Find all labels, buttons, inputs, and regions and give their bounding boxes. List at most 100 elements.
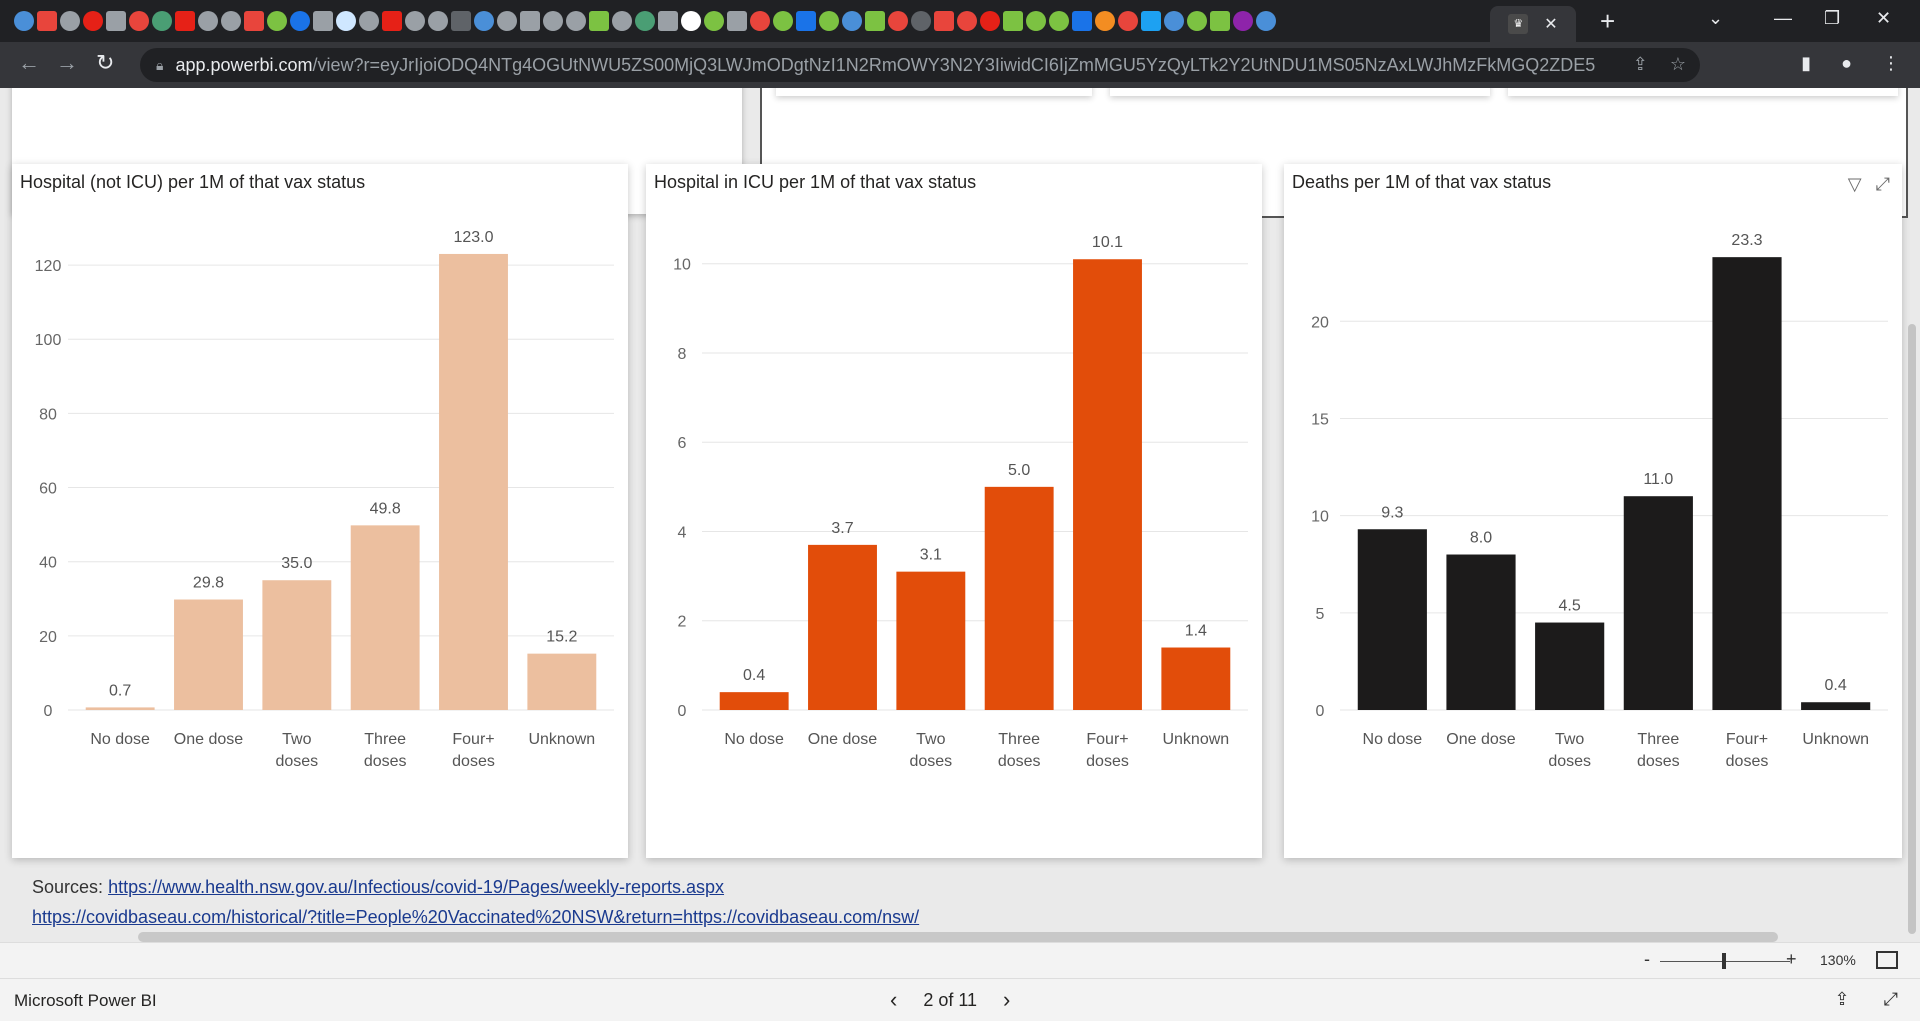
- tab-favicon-icon[interactable]: [980, 11, 1000, 31]
- lock-icon[interactable]: 🔒︎: [156, 56, 164, 73]
- tab-favicon-icon[interactable]: [612, 11, 632, 31]
- tab-favicon-icon[interactable]: [911, 11, 931, 31]
- bar[interactable]: [984, 486, 1054, 710]
- tab-favicon-icon[interactable]: [1095, 11, 1115, 31]
- bar[interactable]: [1073, 259, 1142, 710]
- bar[interactable]: [85, 707, 155, 710]
- fullscreen-icon[interactable]: ⤢: [1883, 989, 1898, 1009]
- tab-favicon-icon[interactable]: [359, 11, 379, 31]
- url-text[interactable]: app.powerbi.com/view?r=eyJrIjoiODQ4NTg4O…: [175, 54, 1596, 75]
- tab-favicon-icon[interactable]: [1256, 11, 1276, 31]
- zoom-in-button[interactable]: +: [1786, 949, 1797, 969]
- tab-favicon-icon[interactable]: [681, 11, 701, 31]
- tab-favicon-icon[interactable]: [129, 11, 149, 31]
- tab-favicon-icon[interactable]: [888, 11, 908, 31]
- forward-arrow-icon[interactable]: →: [56, 50, 78, 75]
- tab-favicon-icon[interactable]: [865, 11, 885, 31]
- fit-to-page-icon[interactable]: [1876, 951, 1898, 969]
- tab-favicon-icon[interactable]: [451, 11, 471, 31]
- tab-favicon-icon[interactable]: [336, 11, 356, 31]
- source-link-covidbaseau[interactable]: https://covidbaseau.com/historical/?titl…: [32, 907, 920, 927]
- bar[interactable]: [1535, 622, 1605, 710]
- tab-favicon-icon[interactable]: [1118, 11, 1138, 31]
- tab-favicon-icon[interactable]: [221, 11, 241, 31]
- close-tab-icon[interactable]: ✕: [1544, 16, 1558, 33]
- bookmark-star-icon[interactable]: ☆: [1669, 54, 1686, 74]
- menu-kebab-icon[interactable]: ⋮: [1882, 53, 1900, 73]
- tab-favicon-icon[interactable]: [382, 11, 402, 31]
- tab-favicon-icon[interactable]: [520, 11, 540, 31]
- bar[interactable]: [174, 599, 243, 710]
- zoom-out-button[interactable]: -: [1644, 949, 1650, 969]
- bar[interactable]: [808, 544, 877, 710]
- horizontal-scrollbar[interactable]: [138, 932, 1778, 942]
- bar[interactable]: [1357, 529, 1427, 710]
- hospital-icu-chart[interactable]: Hospital in ICU per 1M of that vax statu…: [646, 164, 1262, 858]
- tab-favicon-icon[interactable]: [589, 11, 609, 31]
- vertical-scrollbar[interactable]: [1908, 324, 1916, 934]
- tab-favicon-icon[interactable]: [819, 11, 839, 31]
- bar[interactable]: [439, 253, 508, 710]
- bar[interactable]: [1801, 702, 1871, 710]
- bar[interactable]: [527, 653, 597, 710]
- tab-favicon-icon[interactable]: [497, 11, 517, 31]
- tab-favicon-icon[interactable]: [244, 11, 264, 31]
- tab-favicon-icon[interactable]: [1003, 11, 1023, 31]
- reload-icon[interactable]: ↻: [96, 50, 115, 75]
- tab-search-icon[interactable]: ⌄: [1708, 8, 1724, 28]
- tab-favicon-icon[interactable]: [957, 11, 977, 31]
- bar[interactable]: [1623, 496, 1693, 710]
- tab-favicon-icon[interactable]: [60, 11, 80, 31]
- tab-favicon-icon[interactable]: [842, 11, 862, 31]
- tab-favicon-icon[interactable]: [727, 11, 747, 31]
- focus-mode-icon[interactable]: ⤢: [1875, 174, 1890, 194]
- tab-favicon-icon[interactable]: [37, 11, 57, 31]
- close-window-icon[interactable]: ✕: [1876, 8, 1892, 28]
- minimize-icon[interactable]: —: [1774, 8, 1792, 28]
- filter-icon[interactable]: ▽: [1847, 174, 1862, 194]
- hospital-not-icu-chart[interactable]: Hospital (not ICU) per 1M of that vax st…: [12, 164, 628, 858]
- next-page-icon[interactable]: ›: [1003, 987, 1011, 1012]
- tab-favicon-icon[interactable]: [1187, 11, 1207, 31]
- previous-page-icon[interactable]: ‹: [890, 987, 898, 1012]
- tab-favicon-icon[interactable]: [658, 11, 678, 31]
- tab-favicon-icon[interactable]: [83, 11, 103, 31]
- tab-favicon-icon[interactable]: [474, 11, 494, 31]
- tab-favicon-icon[interactable]: [704, 11, 724, 31]
- tab-favicon-icon[interactable]: [267, 11, 287, 31]
- zoom-slider-thumb[interactable]: [1722, 953, 1726, 969]
- tab-favicon-icon[interactable]: [428, 11, 448, 31]
- bar[interactable]: [1446, 554, 1516, 710]
- bar[interactable]: [1712, 257, 1782, 710]
- bar[interactable]: [719, 692, 789, 710]
- tab-favicon-icon[interactable]: [1164, 11, 1184, 31]
- tab-favicon-icon[interactable]: [313, 11, 333, 31]
- tab-favicon-icon[interactable]: [773, 11, 793, 31]
- new-tab-button[interactable]: +: [1600, 6, 1616, 36]
- restore-icon[interactable]: ❐: [1824, 8, 1841, 28]
- active-tab[interactable]: ♛ ✕: [1490, 6, 1576, 42]
- bar[interactable]: [1161, 647, 1231, 710]
- tab-favicon-icon[interactable]: [566, 11, 586, 31]
- tab-favicon-icon[interactable]: [106, 11, 126, 31]
- bar[interactable]: [896, 571, 966, 710]
- tab-favicon-icon[interactable]: [1026, 11, 1046, 31]
- side-panel-icon[interactable]: ▮: [1801, 53, 1812, 73]
- tab-favicon-icon[interactable]: [290, 11, 310, 31]
- deaths-chart[interactable]: Deaths per 1M of that vax status ▽ ⤢ 0 5 1…: [1284, 164, 1902, 858]
- bar[interactable]: [262, 580, 332, 710]
- back-arrow-icon[interactable]: ←: [18, 50, 40, 75]
- tab-favicon-icon[interactable]: [175, 11, 195, 31]
- tab-favicon-icon[interactable]: [1049, 11, 1069, 31]
- tab-favicon-icon[interactable]: [543, 11, 563, 31]
- tab-favicon-icon[interactable]: [635, 11, 655, 31]
- share-icon[interactable]: ⇪: [1632, 54, 1648, 74]
- tab-favicon-icon[interactable]: [405, 11, 425, 31]
- tab-favicon-icon[interactable]: [796, 11, 816, 31]
- bar[interactable]: [350, 525, 420, 710]
- tab-favicon-icon[interactable]: [14, 11, 34, 31]
- profile-icon[interactable]: ●: [1841, 53, 1852, 73]
- tab-favicon-icon[interactable]: [934, 11, 954, 31]
- share-report-icon[interactable]: ⇪: [1834, 989, 1850, 1009]
- tab-favicon-icon[interactable]: [1141, 11, 1161, 31]
